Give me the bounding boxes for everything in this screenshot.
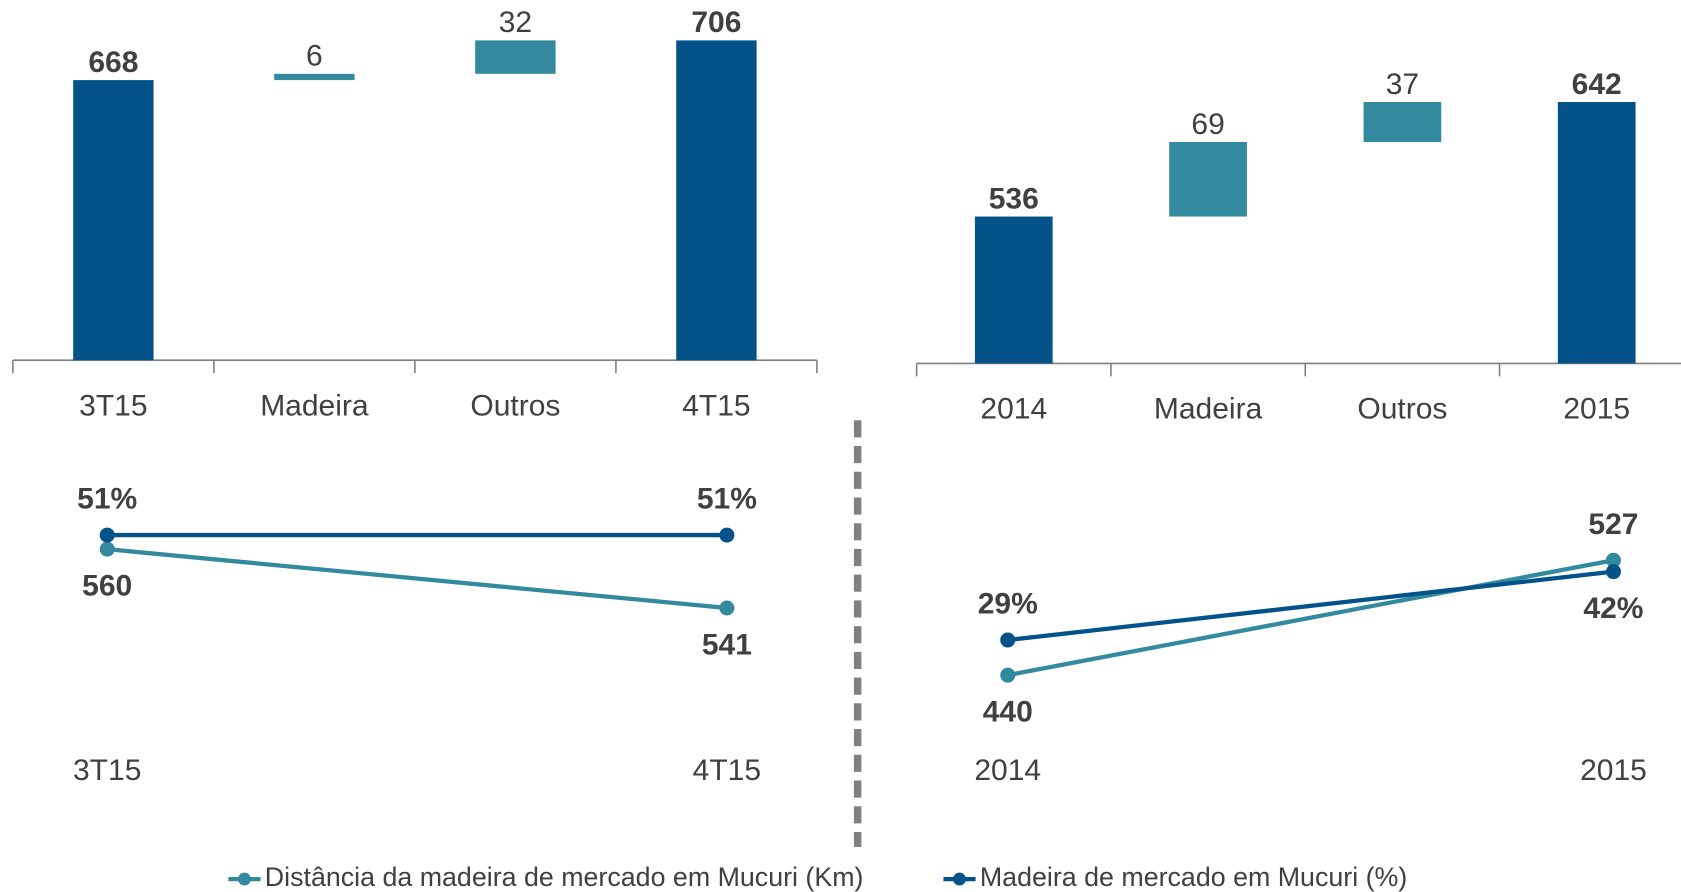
x-tick-label: Outros xyxy=(1357,393,1447,426)
x-tick-label: 3T15 xyxy=(73,754,141,787)
x-tick-label: Madeira xyxy=(260,389,369,422)
legend-label: Distância da madeira de mercado em Mucur… xyxy=(265,862,864,892)
line xyxy=(1007,569,1614,643)
x-tick-label: 2014 xyxy=(974,754,1041,787)
point xyxy=(99,541,115,557)
data-label: 536 xyxy=(989,182,1039,215)
legend-label: Madeira de mercado em Mucuri (%) xyxy=(980,862,1407,892)
data-label: 706 xyxy=(691,6,741,39)
data-label: 32 xyxy=(499,6,532,39)
data-label: 668 xyxy=(88,46,138,79)
x-tick-label: 4T15 xyxy=(693,754,761,787)
data-label: 642 xyxy=(1572,68,1622,101)
data-label: 541 xyxy=(702,629,752,662)
bar xyxy=(73,80,154,361)
point xyxy=(1000,667,1016,683)
data-label: 51% xyxy=(77,483,137,516)
bar xyxy=(1363,102,1442,142)
bar xyxy=(1169,141,1247,217)
point xyxy=(1605,564,1621,580)
x-tick-label: 2015 xyxy=(1580,754,1647,787)
data-label: 42% xyxy=(1583,592,1643,625)
x-tick-label: 3T15 xyxy=(79,389,147,422)
point xyxy=(99,527,115,543)
x-tick-label: 2015 xyxy=(1563,393,1630,426)
x-tick-label: Outros xyxy=(470,389,560,422)
data-label: 29% xyxy=(978,588,1038,621)
point xyxy=(1605,552,1621,568)
x-tick-label: 4T15 xyxy=(682,389,750,422)
bar xyxy=(974,216,1053,364)
point xyxy=(1000,632,1016,648)
bar xyxy=(1557,102,1636,364)
line xyxy=(1007,558,1614,678)
data-label: 69 xyxy=(1191,108,1224,141)
data-label: 51% xyxy=(697,483,757,516)
legend-marker xyxy=(237,872,251,886)
data-label: 527 xyxy=(1588,508,1638,541)
x-tick-label: 2014 xyxy=(980,393,1047,426)
line xyxy=(107,547,728,611)
point xyxy=(719,527,735,543)
bar xyxy=(475,40,556,74)
data-label: 6 xyxy=(306,40,323,73)
data-label: 37 xyxy=(1386,68,1419,101)
x-tick-label: Madeira xyxy=(1154,393,1263,426)
data-label: 440 xyxy=(983,696,1033,729)
legend-marker xyxy=(953,872,966,886)
point xyxy=(719,600,735,616)
bar xyxy=(676,40,757,361)
bar xyxy=(274,73,355,81)
data-label: 560 xyxy=(82,570,132,603)
